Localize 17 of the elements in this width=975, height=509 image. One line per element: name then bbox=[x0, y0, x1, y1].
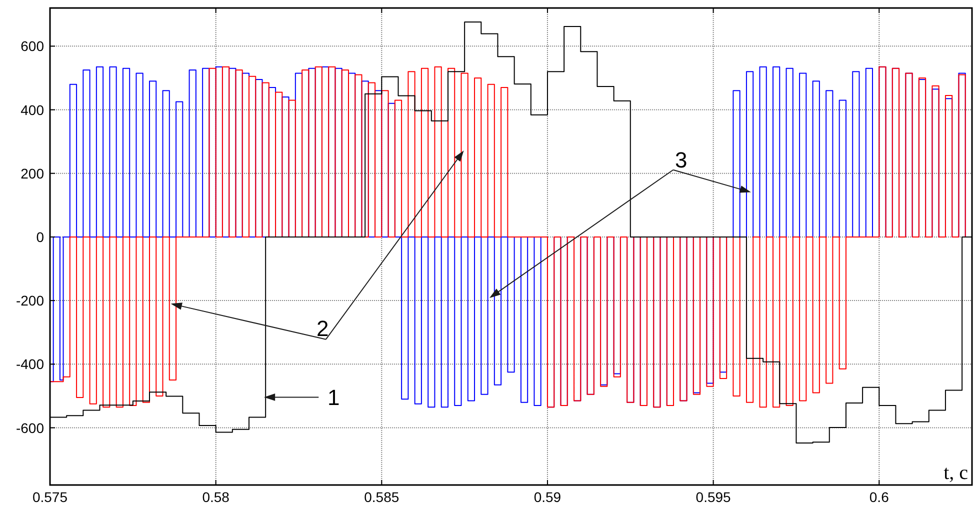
annotation: 1 bbox=[327, 385, 340, 410]
y-tick-label: -200 bbox=[16, 292, 44, 309]
annotation: 3 bbox=[675, 148, 688, 173]
x-tick-label: 0.59 bbox=[534, 489, 562, 505]
annotation: 2 bbox=[316, 316, 329, 342]
x-tick-label: 0.585 bbox=[364, 489, 400, 505]
y-tick-label: 0 bbox=[36, 228, 44, 245]
y-tick-label: -600 bbox=[16, 420, 44, 436]
y-tick-label: 600 bbox=[20, 38, 44, 54]
x-tick-label: 0.595 bbox=[696, 489, 732, 505]
y-tick-label: 200 bbox=[20, 165, 44, 182]
x-tick-label: 0.6 bbox=[869, 489, 890, 505]
x-tick-label: 0.575 bbox=[32, 489, 68, 505]
x-axis-title: t, c bbox=[944, 462, 968, 484]
x-tick-label: 0.58 bbox=[202, 489, 230, 505]
y-tick-label: -400 bbox=[16, 356, 44, 372]
y-tick-label: 400 bbox=[20, 102, 44, 118]
